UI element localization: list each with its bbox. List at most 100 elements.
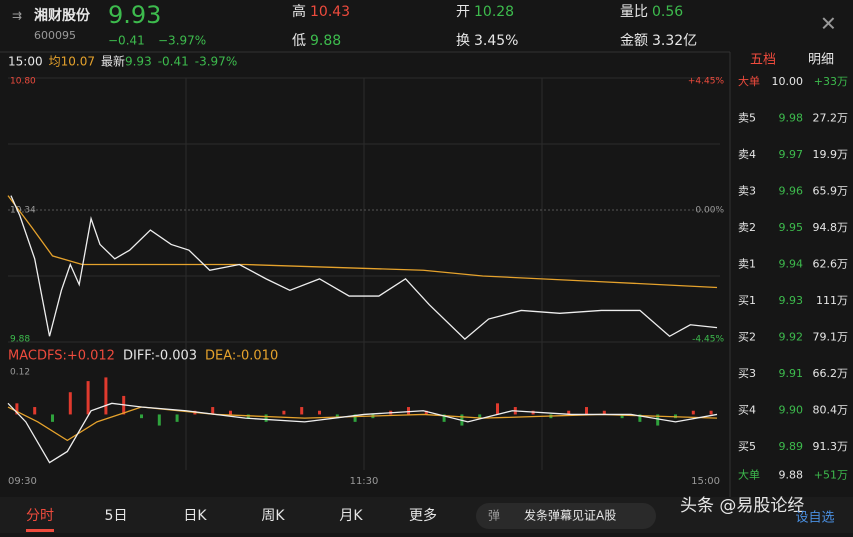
ob-label: 大单 bbox=[738, 74, 760, 88]
macd-bar bbox=[318, 410, 321, 415]
axis-label: 10.80 bbox=[10, 77, 36, 87]
stat-label: 量比 bbox=[620, 4, 648, 20]
macd-bar bbox=[585, 407, 588, 415]
info-pct: -3.97% bbox=[195, 55, 237, 69]
info-change: -0.41 bbox=[158, 55, 189, 69]
bottom-bar bbox=[0, 497, 853, 533]
ob-label: 卖4 bbox=[738, 148, 756, 161]
ob-price: 9.97 bbox=[779, 148, 804, 161]
ob-volume: 94.8万 bbox=[813, 221, 849, 234]
ob-volume: 65.9万 bbox=[813, 185, 849, 198]
macd-bar bbox=[709, 410, 713, 415]
macd-bar bbox=[691, 410, 695, 415]
macd-bar bbox=[478, 414, 482, 419]
menu-icon[interactable]: ⇉ bbox=[12, 9, 22, 23]
ob-label: 卖5 bbox=[738, 112, 756, 125]
ob-price: 9.93 bbox=[779, 294, 804, 307]
macd-bar bbox=[300, 407, 304, 415]
bottom-tab[interactable]: 分时 bbox=[26, 508, 54, 524]
axis-label: 9.88 bbox=[10, 335, 30, 345]
macd-bar bbox=[620, 414, 624, 419]
bottom-tab[interactable]: 5日 bbox=[105, 508, 128, 524]
ob-price: 9.98 bbox=[779, 112, 804, 125]
macd-bar bbox=[424, 410, 428, 415]
avg-line bbox=[7, 195, 718, 289]
macd-bar bbox=[104, 377, 108, 415]
ob-label: 买3 bbox=[738, 367, 756, 380]
stat-value: 10.28 bbox=[474, 4, 514, 20]
ob-price: 9.94 bbox=[779, 258, 804, 271]
ob-price: 9.96 bbox=[779, 185, 804, 198]
ob-price: 9.92 bbox=[779, 331, 804, 344]
macd-label: MACDFS:+0.012 bbox=[8, 349, 115, 364]
macd-bar bbox=[86, 381, 90, 415]
macd-bar bbox=[567, 410, 571, 415]
bottom-tab[interactable]: 更多 bbox=[409, 507, 437, 524]
axis-label: -4.45% bbox=[692, 335, 724, 345]
macd-bar bbox=[656, 414, 660, 426]
stat-label: 金额 bbox=[620, 33, 648, 49]
macd-bar bbox=[33, 407, 37, 415]
macd-bar bbox=[335, 414, 339, 419]
stat-value: 10.43 bbox=[310, 4, 350, 20]
stock-code: 600095 bbox=[34, 29, 76, 42]
macd-bar bbox=[264, 414, 268, 422]
ob-price: 9.90 bbox=[779, 404, 804, 417]
danmaku-icon: 弹 bbox=[488, 509, 500, 523]
axis-label: 10.34 bbox=[10, 206, 36, 216]
ob-label: 买5 bbox=[738, 440, 756, 453]
stat-label: 换 bbox=[456, 32, 470, 49]
diff-line bbox=[7, 402, 718, 464]
ob-volume: +51万 bbox=[814, 469, 848, 482]
stat-value: 3.45% bbox=[474, 33, 518, 49]
ob-price: 9.88 bbox=[779, 469, 804, 482]
watermark: 头条 @易股论经 bbox=[680, 496, 804, 516]
macd-bar bbox=[15, 403, 19, 415]
info-avg: 10.07 bbox=[61, 55, 95, 69]
bottom-tab[interactable]: 日K bbox=[183, 508, 207, 524]
close[interactable]: ✕ bbox=[820, 12, 837, 36]
macd-bar bbox=[602, 410, 606, 415]
stat-value: 3.32亿 bbox=[652, 33, 697, 49]
time-label: 11:30 bbox=[350, 476, 379, 487]
ob-volume: 80.4万 bbox=[813, 404, 849, 417]
ob-label: 大单 bbox=[738, 468, 760, 482]
macd-bar bbox=[51, 414, 54, 422]
ob-price: 9.95 bbox=[779, 221, 804, 234]
macd-label: DIFF:-0.003 bbox=[123, 349, 197, 364]
change: −0.41 bbox=[108, 34, 145, 48]
input-box[interactable] bbox=[476, 503, 656, 529]
ob-volume: 19.9万 bbox=[813, 148, 849, 161]
macd-bar bbox=[229, 410, 232, 415]
ob-label: 卖1 bbox=[738, 258, 756, 271]
ob-volume: 27.2万 bbox=[813, 112, 849, 125]
bottom-tab[interactable]: 月K bbox=[339, 508, 363, 524]
ob-volume: 91.3万 bbox=[813, 440, 849, 453]
input-placeholder[interactable]: 发条弹幕见证A股 bbox=[524, 508, 616, 523]
axis-label: +4.45% bbox=[688, 77, 725, 87]
macd-bar bbox=[140, 414, 143, 419]
ob-volume: 111万 bbox=[816, 294, 848, 307]
macd-bar bbox=[282, 410, 286, 415]
macd-bar bbox=[175, 414, 179, 422]
time-label: 15:00 bbox=[691, 476, 720, 487]
macd-top-label: 0.12 bbox=[10, 368, 30, 378]
macd-bar bbox=[496, 403, 499, 415]
macd-bar bbox=[407, 407, 410, 415]
stat-label: 开 bbox=[456, 4, 470, 20]
ob-label: 买1 bbox=[738, 294, 756, 307]
stat-value: 0.56 bbox=[652, 4, 683, 20]
ob-volume: 62.6万 bbox=[813, 258, 849, 271]
price-line bbox=[10, 195, 718, 341]
macd-label: DEA:-0.010 bbox=[205, 349, 278, 364]
macd-bar bbox=[442, 414, 446, 422]
info-time: 15:00 bbox=[8, 55, 43, 69]
tab[interactable]: 明细 bbox=[808, 53, 834, 68]
ob-price: 9.89 bbox=[779, 440, 804, 453]
add-favorite[interactable]: 设自选 bbox=[795, 511, 834, 526]
ob-volume: 66.2万 bbox=[813, 367, 849, 380]
tab[interactable]: 五档 bbox=[750, 53, 776, 68]
bottom-tab[interactable]: 周K bbox=[261, 508, 285, 524]
info-bar: 15:00 均 10.07 最新 9.93 -0.41 -3.97% bbox=[8, 54, 237, 69]
